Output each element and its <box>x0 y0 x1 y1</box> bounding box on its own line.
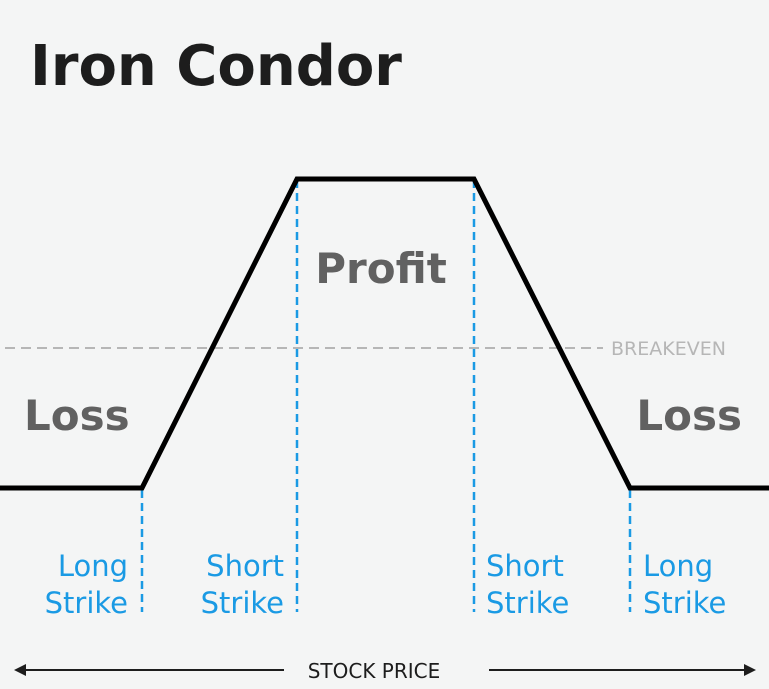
profit-label: Profit <box>315 244 447 293</box>
strike-label-long-left-line2: Strike <box>45 586 128 620</box>
axis-label: STOCK PRICE <box>308 659 441 683</box>
strike-label-short-right-line1: Short <box>486 549 564 583</box>
loss-label-left: Loss <box>24 391 130 440</box>
axis-arrow-right-icon <box>744 664 756 676</box>
page-title: Iron Condor <box>30 34 402 99</box>
strike-label-short-left-line2: Strike <box>201 586 284 620</box>
strike-label-long-right-line1: Long <box>643 549 713 583</box>
strike-label-long-left-line1: Long <box>58 549 128 583</box>
strike-label-short-right-line2: Strike <box>486 586 569 620</box>
breakeven-label: BREAKEVEN <box>611 338 726 360</box>
loss-label-right: Loss <box>636 391 742 440</box>
axis-arrow-left-icon <box>14 664 26 676</box>
payoff-line <box>0 176 769 491</box>
strike-label-long-right-line2: Strike <box>643 586 726 620</box>
strike-label-short-left-line1: Short <box>206 549 284 583</box>
